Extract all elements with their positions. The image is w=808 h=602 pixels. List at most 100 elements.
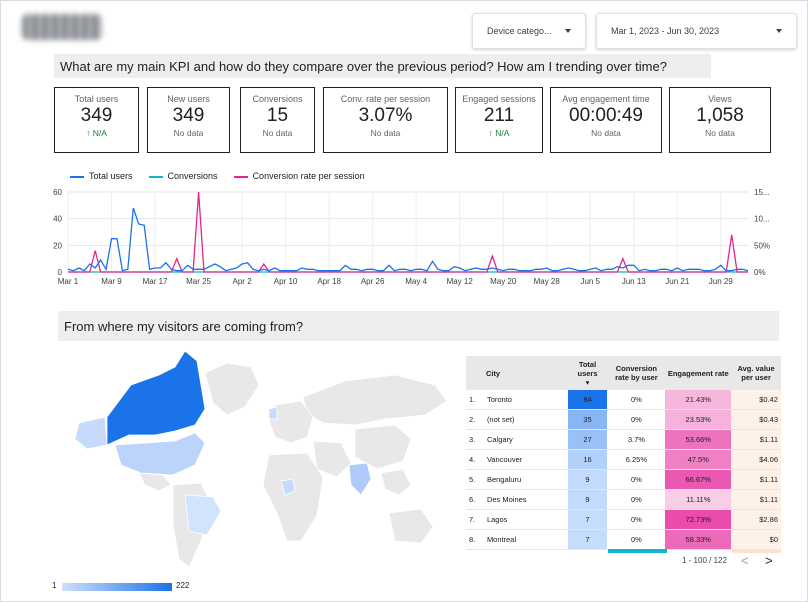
x-axis-tick-label: Jun 29	[709, 277, 734, 286]
kpi-value: 1,058	[696, 105, 744, 126]
cell-avg-value: $1.11	[731, 469, 781, 490]
cell-engagement-rate: 21.43%	[665, 390, 732, 410]
cell-conversion-rate: 3.7%	[607, 429, 666, 450]
x-axis-tick-label: May 12	[447, 277, 474, 286]
map-region-nigeria	[280, 478, 296, 496]
cell-avg-value: $2.86	[731, 509, 781, 530]
cell-avg-value: $0	[731, 529, 781, 550]
cell-avg-value: $0.42	[731, 390, 781, 410]
legend-item-conversions[interactable]: Conversions	[148, 171, 218, 181]
cell-total-users: 27	[567, 429, 608, 450]
map-region-australia	[388, 508, 434, 544]
date-range-label: Mar 1, 2023 - Jun 30, 2023	[611, 26, 720, 36]
map-region-uk	[268, 406, 278, 420]
next-page-button[interactable]: >	[765, 553, 773, 568]
col-header-total-users[interactable]: Total users ▾	[567, 356, 608, 390]
row-index: 2.	[466, 409, 484, 430]
cell-avg-value: $1.11	[731, 429, 781, 450]
x-axis-tick-label: Jun 21	[665, 277, 690, 286]
map-scale-min: 1	[52, 581, 57, 590]
cell-engagement-rate: 66.67%	[665, 469, 732, 490]
map-region-russia	[302, 374, 448, 426]
legend-item-conversion-rate[interactable]: Conversion rate per session	[233, 171, 365, 181]
city-table: City Total users ▾ Conversion rate by use…	[466, 356, 781, 550]
x-axis-tick-label: May 20	[490, 277, 517, 286]
row-index: 7.	[466, 509, 484, 530]
kpi-card: Total users 349 ↑ N/A	[54, 87, 139, 153]
map-region-canada	[106, 350, 206, 446]
kpi-value: 3.07%	[358, 105, 413, 126]
y2-axis-tick-label: 50%	[754, 241, 770, 250]
kpi-section-title: What are my main KPI and how do they com…	[54, 54, 711, 78]
kpi-comparison: No data	[173, 128, 204, 138]
map-scale-max: 222	[176, 581, 190, 590]
y-axis-tick-label: 0	[58, 268, 63, 277]
kpi-card: Views 1,058 No data	[669, 87, 771, 153]
x-axis-tick-label: Jun 5	[580, 277, 600, 286]
map-region-brazil	[184, 494, 222, 536]
visitors-section-title: From where my visitors are coming from?	[58, 311, 779, 341]
brand-logo	[22, 14, 102, 40]
map-region-europe	[268, 400, 314, 444]
y-axis-tick-label: 60	[53, 188, 62, 197]
cell-avg-value: $4.06	[731, 449, 781, 470]
kpi-card: Avg engagement time 00:00:49 No data	[550, 87, 662, 153]
cell-city: Montreal	[483, 529, 568, 550]
row-index: 3.	[466, 429, 484, 450]
col-header-engagement-rate[interactable]: Engagement rate	[665, 356, 732, 390]
y2-axis-tick-label: 10...	[754, 215, 770, 224]
x-axis-tick-label: Apr 18	[317, 277, 341, 286]
cell-city: Toronto	[483, 390, 568, 410]
col-header-conversion-rate[interactable]: Conversion rate by user	[607, 356, 666, 390]
col-header-avg-value[interactable]: Avg. value per user	[731, 356, 781, 390]
map-region-central-america	[138, 472, 172, 492]
kpi-comparison: ↑ N/A	[86, 128, 107, 138]
table-row[interactable]: 3. Calgary 27 3.7% 53.66% $1.11	[466, 429, 781, 450]
legend-item-total-users[interactable]: Total users	[70, 171, 133, 181]
world-map[interactable]	[55, 345, 455, 580]
cell-total-users: 9	[567, 489, 608, 510]
kpi-value: 349	[80, 105, 113, 126]
kpi-label: Engaged sessions	[462, 94, 536, 104]
kpi-value: 211	[483, 105, 515, 126]
cell-engagement-rate: 53.66%	[665, 429, 732, 450]
kpi-label: Views	[708, 94, 732, 104]
sort-desc-icon: ▾	[585, 377, 590, 387]
kpi-label: Total users	[74, 94, 119, 104]
map-region-alaska	[74, 416, 108, 450]
device-category-filter[interactable]: Device catego...	[472, 13, 586, 49]
x-axis-tick-label: Mar 1	[58, 277, 79, 286]
prev-page-button[interactable]: <	[741, 553, 749, 568]
cell-engagement-rate: 23.53%	[665, 409, 732, 430]
map-region-china	[354, 424, 412, 470]
y2-axis-tick-label: 15...	[754, 188, 770, 197]
chart-legend: Total users Conversions Conversion rate …	[70, 171, 365, 181]
date-range-picker[interactable]: Mar 1, 2023 - Jun 30, 2023	[596, 13, 797, 49]
kpi-comparison: No data	[705, 128, 735, 138]
table-row[interactable]: 1. Toronto 84 0% 21.43% $0.42	[466, 390, 781, 410]
table-row[interactable]: 8. Montreal 7 0% 58.33% $0	[466, 529, 781, 550]
row-index: 4.	[466, 449, 484, 470]
table-row[interactable]: 2. (not set) 35 0% 23.53% $0.43	[466, 409, 781, 430]
cell-avg-value: $0.43	[731, 409, 781, 430]
kpi-card: Conversions 15 No data	[240, 87, 315, 153]
table-row[interactable]: 7. Lagos 7 0% 72.73% $2.86	[466, 509, 781, 530]
table-row[interactable]: 5. Bengaluru 9 0% 66.67% $1.11	[466, 469, 781, 490]
cell-conversion-rate: 0%	[607, 409, 666, 430]
col-header-city[interactable]: City	[483, 356, 568, 390]
y-axis-tick-label: 40	[53, 215, 62, 224]
cell-conversion-rate: 0%	[607, 469, 666, 490]
table-row[interactable]: 6. Des Moines 9 0% 11.11% $1.11	[466, 489, 781, 510]
table-row[interactable]: 4. Vancouver 16 6.25% 47.5% $4.06	[466, 449, 781, 470]
cell-city: Calgary	[483, 429, 568, 450]
cell-avg-value: $1.11	[731, 489, 781, 510]
kpi-value: 349	[172, 105, 205, 126]
cell-engagement-rate: 72.73%	[665, 509, 732, 530]
map-region-greenland	[204, 362, 260, 416]
cell-conversion-rate: 0%	[607, 390, 666, 410]
kpi-card: New users 349 No data	[147, 87, 230, 153]
x-axis-tick-label: Mar 25	[186, 277, 211, 286]
cell-conversion-rate: 0%	[607, 529, 666, 550]
cell-total-users: 7	[567, 509, 608, 530]
x-axis-tick-label: May 28	[534, 277, 561, 286]
